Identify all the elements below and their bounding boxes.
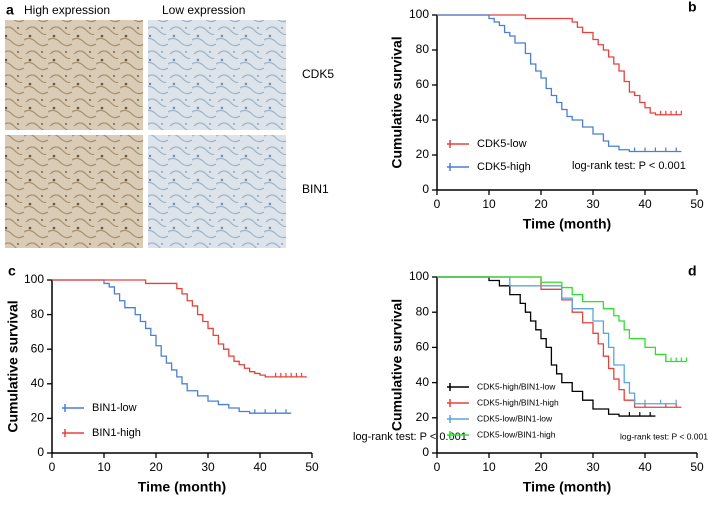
y-tick-label: 80 (416, 304, 430, 318)
column-label: Low expression (162, 3, 245, 17)
micrograph (5, 135, 143, 248)
x-tick-label: 40 (253, 460, 267, 474)
y-tick-label: 40 (416, 112, 430, 126)
y-tick-label: 60 (416, 340, 430, 354)
annotation: log-rank test: P < 0.001 (572, 160, 686, 172)
y-tick-label: 0 (37, 445, 44, 459)
row-label: CDK5 (302, 67, 334, 81)
y-tick-label: 100 (24, 272, 44, 286)
legend-label: BIN1-high (92, 427, 141, 439)
legend-label: CDK5-high/BIN1-high (477, 397, 559, 407)
y-tick-label: 100 (409, 269, 429, 283)
x-axis-label: Time (month) (523, 479, 611, 495)
x-tick-label: 30 (586, 460, 600, 474)
y-axis-label: Cumulative survival (5, 300, 21, 432)
x-axis-label: Time (month) (138, 479, 226, 495)
x-tick-label: 10 (482, 197, 496, 211)
x-tick-label: 0 (434, 460, 441, 474)
survival-curve (437, 276, 687, 363)
y-tick-label: 60 (31, 341, 45, 355)
micrograph (5, 20, 143, 130)
panel-letter: b (688, 0, 697, 15)
y-axis-label: Cumulative survival (389, 36, 405, 168)
y-tick-label: 40 (31, 376, 45, 390)
annotation: log-rank test: P < 0.001 (620, 431, 708, 441)
y-tick-label: 60 (416, 77, 430, 91)
legend-label: BIN1-low (92, 402, 137, 414)
survival-curve (437, 276, 656, 417)
y-tick-label: 20 (31, 411, 45, 425)
x-tick-label: 50 (305, 460, 319, 474)
x-tick-label: 50 (690, 197, 704, 211)
panel-letter: c (8, 263, 16, 279)
y-tick-label: 20 (416, 410, 430, 424)
x-tick-label: 20 (534, 197, 548, 211)
row-label: BIN1 (302, 182, 329, 196)
y-tick-label: 100 (409, 7, 429, 21)
x-tick-label: 0 (49, 460, 56, 474)
legend-label: CDK5-high/BIN1-low (477, 381, 556, 391)
y-axis-label: Cumulative survival (389, 299, 405, 431)
panel-letter: a (6, 2, 14, 18)
x-tick-label: 10 (482, 460, 496, 474)
survival-curve (437, 14, 682, 153)
y-tick-label: 80 (31, 307, 45, 321)
y-tick-label: 0 (422, 445, 429, 459)
micrograph (148, 20, 286, 130)
x-tick-label: 20 (149, 460, 163, 474)
micrograph (148, 135, 286, 248)
column-label: High expression (24, 3, 110, 17)
y-tick-label: 40 (416, 375, 430, 389)
y-tick-label: 20 (416, 147, 430, 161)
x-tick-label: 20 (534, 460, 548, 474)
legend-label: CDK5-low/BIN1-high (477, 429, 556, 439)
y-tick-label: 80 (416, 42, 430, 56)
x-tick-label: 30 (586, 197, 600, 211)
survival-curve (52, 279, 292, 414)
survival-curve (437, 14, 682, 116)
x-tick-label: 0 (434, 197, 441, 211)
legend-label: CDK5-low (477, 138, 527, 150)
annotation: log-rank test: P < 0.001 (353, 431, 467, 443)
x-tick-label: 30 (201, 460, 215, 474)
y-tick-label: 0 (422, 182, 429, 196)
panel-letter: d (688, 263, 697, 279)
x-axis-label: Time (month) (523, 216, 611, 232)
legend-label: CDK5-high (477, 161, 531, 173)
x-tick-label: 40 (638, 197, 652, 211)
legend-label: CDK5-low/BIN1-low (477, 413, 553, 423)
survival-curve (52, 279, 307, 378)
survival-curve (437, 276, 677, 405)
x-tick-label: 50 (690, 460, 704, 474)
x-tick-label: 10 (97, 460, 111, 474)
x-tick-label: 40 (638, 460, 652, 474)
